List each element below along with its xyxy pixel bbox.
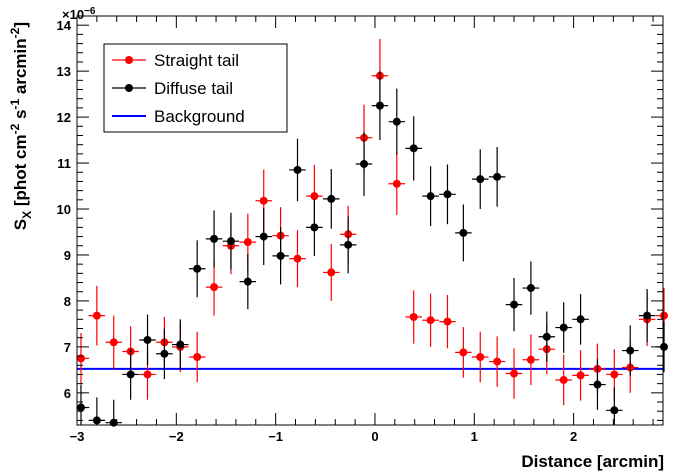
diffuse-tail-point bbox=[122, 349, 139, 400]
straight-tail-point bbox=[105, 315, 122, 369]
straight-tail-point bbox=[388, 152, 406, 215]
x-tick-label: 1 bbox=[471, 429, 478, 444]
x-tick-label: −3 bbox=[70, 429, 85, 444]
legend: Straight tail Diffuse tail Background bbox=[103, 43, 288, 133]
y-tick-label: 9 bbox=[64, 248, 71, 263]
diffuse-tail-point bbox=[388, 88, 406, 155]
straight-tail-point bbox=[655, 288, 668, 344]
diffuse-tail-point bbox=[222, 212, 240, 270]
straight-tail-point bbox=[188, 331, 206, 383]
y-multiplier: ×10−6 bbox=[62, 6, 96, 22]
diffuse-tail-point bbox=[439, 164, 456, 225]
diffuse-tail-point bbox=[621, 325, 639, 376]
diffuse-tail-point bbox=[472, 149, 489, 210]
straight-tail-point bbox=[488, 336, 506, 387]
straight-tail-point bbox=[289, 230, 306, 288]
y-tick-label: 7 bbox=[64, 340, 71, 355]
diffuse-tail-point bbox=[188, 240, 206, 298]
straight-tail-point bbox=[76, 333, 90, 384]
diffuse-tail-point bbox=[205, 210, 223, 268]
diffuse-tail-point bbox=[572, 294, 589, 345]
y-tick-label: 6 bbox=[64, 386, 71, 401]
diffuse-tail-point bbox=[505, 277, 523, 332]
diffuse-tail-point bbox=[172, 319, 189, 370]
diffuse-tail-point bbox=[105, 399, 122, 427]
svg-text:Diffuse tail: Diffuse tail bbox=[154, 79, 233, 98]
y-tick-label: 12 bbox=[57, 110, 71, 125]
diffuse-tail-point bbox=[555, 302, 572, 353]
straight-tail-point bbox=[422, 293, 439, 347]
x-axis: −3 −2 −1 0 1 2 bbox=[70, 16, 654, 444]
diffuse-tail-point bbox=[589, 359, 606, 410]
straight-tail-point bbox=[205, 258, 223, 316]
diffuse-tail-point bbox=[76, 384, 90, 425]
diffuse-tail-point bbox=[405, 116, 422, 181]
diffuse-tail-point bbox=[638, 288, 656, 343]
diffuse-tail-point bbox=[156, 328, 173, 380]
straight-tail-point bbox=[572, 350, 589, 401]
x-tick-label: −2 bbox=[169, 429, 184, 444]
plot-frame bbox=[76, 15, 664, 426]
x-tick-label: 0 bbox=[371, 429, 378, 444]
straight-tail-point bbox=[522, 334, 540, 386]
diffuse-tail-point bbox=[355, 131, 373, 197]
y-axis-label: SX [phot cm-2 s-1 arcmin-2] bbox=[8, 22, 34, 230]
diffuse-tail-point bbox=[538, 311, 556, 363]
diffuse-tail-series bbox=[76, 71, 668, 427]
x-axis-label: Distance [arcmin] bbox=[521, 452, 664, 471]
straight-tail-point bbox=[505, 348, 523, 399]
svg-text:Straight tail: Straight tail bbox=[154, 51, 239, 70]
y-tick-label: 14 bbox=[57, 18, 72, 33]
diffuse-tail-point bbox=[606, 387, 623, 425]
diffuse-tail-point bbox=[522, 261, 540, 315]
legend-item-diffuse-tail: Diffuse tail bbox=[112, 79, 233, 98]
y-tick-label: 11 bbox=[57, 156, 71, 171]
diffuse-tail-point bbox=[455, 204, 472, 262]
diffuse-tail-point bbox=[306, 198, 323, 256]
diffuse-tail-point bbox=[422, 166, 439, 227]
y-tick-label: 8 bbox=[64, 294, 71, 309]
diffuse-tail-point bbox=[488, 146, 506, 207]
straight-tail-point bbox=[439, 294, 456, 349]
y-axis: 6 7 8 9 10 11 12 13 14 bbox=[57, 15, 663, 421]
straight-tail-point bbox=[472, 331, 489, 383]
straight-tail-point bbox=[555, 354, 572, 406]
straight-tail-point bbox=[455, 327, 472, 378]
diffuse-tail-point bbox=[371, 71, 389, 141]
svg-text:Background: Background bbox=[154, 107, 245, 126]
diffuse-tail-point bbox=[239, 254, 257, 310]
x-tick-label: 2 bbox=[570, 429, 577, 444]
diffuse-tail-point bbox=[339, 216, 357, 274]
y-tick-label: 10 bbox=[57, 202, 71, 217]
diffuse-tail-point bbox=[139, 314, 156, 366]
diffuse-tail-point bbox=[323, 169, 340, 229]
diffuse-tail-point bbox=[272, 227, 289, 285]
x-tick-label: −1 bbox=[268, 429, 283, 444]
diffuse-tail-point bbox=[255, 208, 272, 266]
legend-item-straight-tail: Straight tail bbox=[112, 51, 239, 70]
straight-tail-point bbox=[323, 243, 340, 301]
y-tick-label: 13 bbox=[57, 64, 71, 79]
straight-tail-point bbox=[88, 285, 106, 346]
straight-tail-point bbox=[405, 290, 422, 344]
diffuse-tail-point bbox=[289, 138, 306, 202]
legend-item-background: Background bbox=[112, 107, 245, 126]
